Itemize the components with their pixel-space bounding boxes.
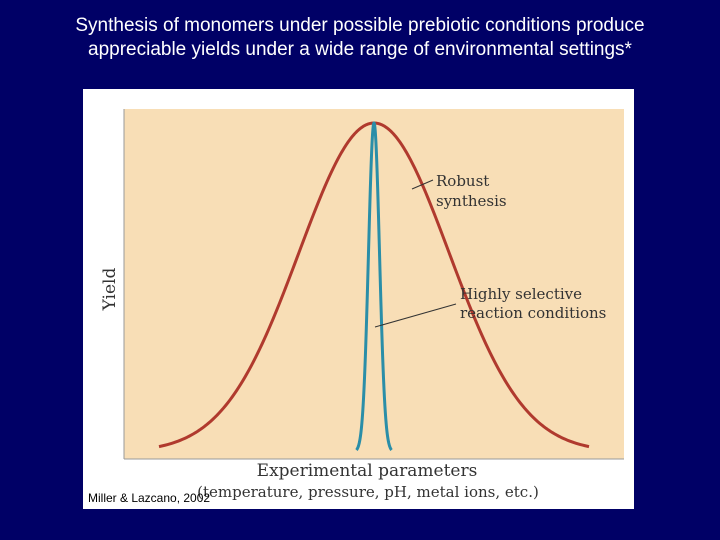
slide-title: Synthesis of monomers under possible pre… <box>20 14 700 62</box>
robust-annotation-leader <box>411 179 434 190</box>
yield-chart: Yield Experimental parameters (temperatu… <box>100 109 624 501</box>
citation-caption: Miller & Lazcano, 2002 <box>88 491 211 505</box>
robust-annotation-line-1: Robust <box>436 172 489 190</box>
x-axis-label-line-1: Experimental parameters <box>257 461 478 481</box>
selective-conditions-curve <box>355 121 393 452</box>
selective-annotation-line-1: Highly selective <box>460 285 582 303</box>
plot-area <box>124 109 624 459</box>
robust-annotation-line-2: synthesis <box>436 192 507 210</box>
x-axis-label-line-2: (temperature, pressure, pH, metal ions, … <box>197 483 539 501</box>
slide-title-line-2: appreciable yields under a wide range of… <box>88 39 632 60</box>
selective-annotation-line-2: reaction conditions <box>460 304 606 322</box>
figure-panel: Yield Experimental parameters (temperatu… <box>83 89 634 509</box>
y-axis-label: Yield <box>100 268 120 312</box>
selective-annotation-leader <box>374 303 457 328</box>
slide-title-line-1: Synthesis of monomers under possible pre… <box>75 15 645 36</box>
series-curves <box>158 121 590 452</box>
